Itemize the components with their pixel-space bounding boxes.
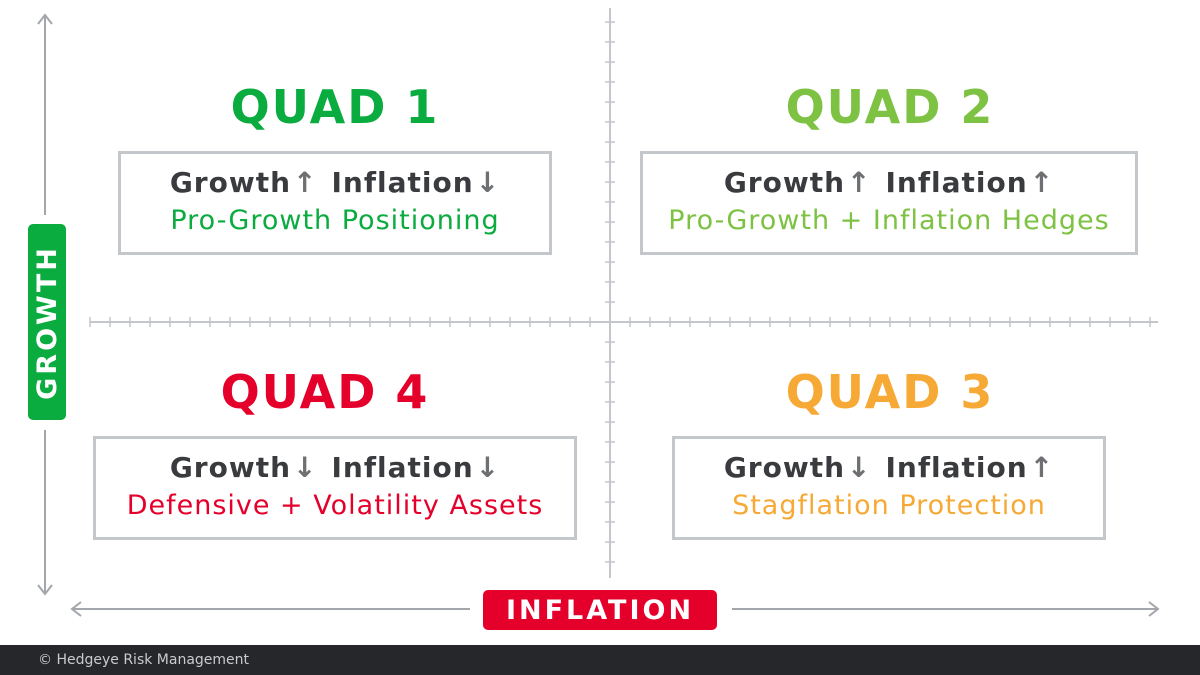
quad-title: QUAD 3 xyxy=(785,365,995,419)
copyright-text: © Hedgeye Risk Management xyxy=(38,652,250,668)
strategy-text: Stagflation Protection xyxy=(732,490,1046,521)
growth-axis-arrow xyxy=(37,13,53,596)
inflation-axis-arrow xyxy=(70,601,1160,617)
inflation-label-text: INFLATION xyxy=(505,594,695,626)
growth-up-arrow-icon: ↑ xyxy=(293,166,318,199)
inflation-axis-label: INFLATION xyxy=(483,590,717,630)
quad-box: Growth↑ Inflation↑ Pro-Growth + Inflation… xyxy=(640,151,1138,255)
inflation-down-arrow-icon: ↓ xyxy=(475,451,501,484)
quad-box: Growth↓ Inflation↓ Defensive + Volatility… xyxy=(93,436,577,540)
inflation-text: Inflation xyxy=(885,166,1028,199)
quad-title: QUAD 1 xyxy=(230,80,440,134)
strategy-text: Pro-Growth Positioning xyxy=(170,205,500,236)
quadrant-axes xyxy=(37,8,1160,617)
inflation-text: Inflation xyxy=(885,451,1028,484)
inflation-down-arrow-icon: ↓ xyxy=(475,166,501,199)
quad-title: QUAD 4 xyxy=(220,365,430,419)
footer: © Hedgeye Risk Management xyxy=(0,645,1200,675)
growth-text: Growth xyxy=(169,166,292,199)
growth-text: Growth xyxy=(169,451,292,484)
growth-axis-label: GROWTH xyxy=(28,224,66,420)
growth-text: Growth xyxy=(723,451,846,484)
strategy-text: Defensive + Volatility Assets xyxy=(126,490,544,521)
growth-label-text: GROWTH xyxy=(31,244,63,400)
growth-down-arrow-icon: ↓ xyxy=(293,451,318,484)
growth-down-arrow-icon: ↓ xyxy=(847,451,872,484)
quad-box: Growth↓ Inflation↑ Stagflation Protection xyxy=(672,436,1106,540)
growth-text: Growth xyxy=(723,166,846,199)
inflation-up-arrow-icon: ↑ xyxy=(1029,166,1055,199)
inflation-text: Inflation xyxy=(331,166,474,199)
growth-up-arrow-icon: ↑ xyxy=(847,166,872,199)
quad-box: Growth↑ Inflation↓ Pro-Growth Positioning xyxy=(118,151,552,255)
strategy-text: Pro-Growth + Inflation Hedges xyxy=(668,205,1110,236)
inflation-up-arrow-icon: ↑ xyxy=(1029,451,1055,484)
inflation-text: Inflation xyxy=(331,451,474,484)
quad-title: QUAD 2 xyxy=(785,80,995,134)
